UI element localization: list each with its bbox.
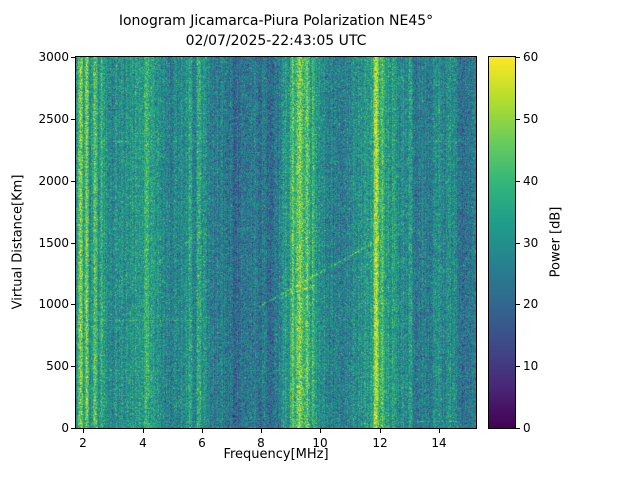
y-tick-label: 1000 [38, 297, 69, 311]
colorbar-tick-label: 40 [523, 174, 539, 188]
y-axis-label: Virtual Distance[Km] [10, 174, 26, 310]
y-tick-label: 2500 [38, 112, 69, 126]
x-tick-mark [83, 429, 84, 433]
x-tick-mark [143, 429, 144, 433]
y-tick-mark [71, 119, 75, 120]
y-tick-mark [71, 304, 75, 305]
y-tick-label: 0 [61, 421, 69, 435]
y-tick-label: 2000 [38, 174, 69, 188]
x-tick-mark [261, 429, 262, 433]
x-tick-label: 14 [431, 436, 447, 450]
y-tick-mark [71, 181, 75, 182]
colorbar-tick-label: 50 [523, 112, 539, 126]
colorbar-tick-mark [516, 243, 520, 244]
colorbar-tick-label: 0 [523, 421, 531, 435]
y-tick-mark [71, 57, 75, 58]
colorbar-gradient-canvas [489, 57, 515, 428]
y-tick-mark [71, 243, 75, 244]
chart-title-line1: Ionogram Jicamarca-Piura Polarization NE… [118, 13, 434, 29]
colorbar-tick-mark [516, 428, 520, 429]
colorbar-tick-label: 60 [523, 50, 539, 64]
y-tick-mark [71, 428, 75, 429]
y-tick-label: 3000 [38, 50, 69, 64]
x-axis-label: Frequency[MHz] [223, 447, 329, 462]
x-tick-label: 2 [79, 436, 87, 450]
colorbar-tick-mark [516, 181, 520, 182]
colorbar-tick-mark [516, 57, 520, 58]
colorbar-tick-label: 20 [523, 297, 539, 311]
x-tick-label: 12 [372, 436, 388, 450]
x-tick-label: 6 [198, 436, 206, 450]
chart-title: Ionogram Jicamarca-Piura Polarization NE… [76, 11, 476, 52]
x-tick-label: 4 [139, 436, 147, 450]
y-tick-mark [71, 366, 75, 367]
plot-area [75, 56, 477, 429]
y-tick-label: 1500 [38, 236, 69, 250]
colorbar-tick-mark [516, 366, 520, 367]
colorbar-tick-label: 30 [523, 236, 539, 250]
heatmap-canvas [76, 57, 476, 428]
x-tick-mark [380, 429, 381, 433]
colorbar-tick-mark [516, 304, 520, 305]
colorbar [488, 56, 516, 429]
x-tick-mark [320, 429, 321, 433]
chart-title-line2: 02/07/2025-22:43:05 UTC [185, 33, 367, 50]
colorbar-tick-label: 10 [523, 359, 539, 373]
x-tick-mark [202, 429, 203, 433]
x-tick-mark [439, 429, 440, 433]
x-tick-label: 10 [312, 436, 328, 450]
x-tick-label: 8 [257, 436, 265, 450]
y-tick-label: 500 [46, 359, 69, 373]
colorbar-tick-mark [516, 119, 520, 120]
